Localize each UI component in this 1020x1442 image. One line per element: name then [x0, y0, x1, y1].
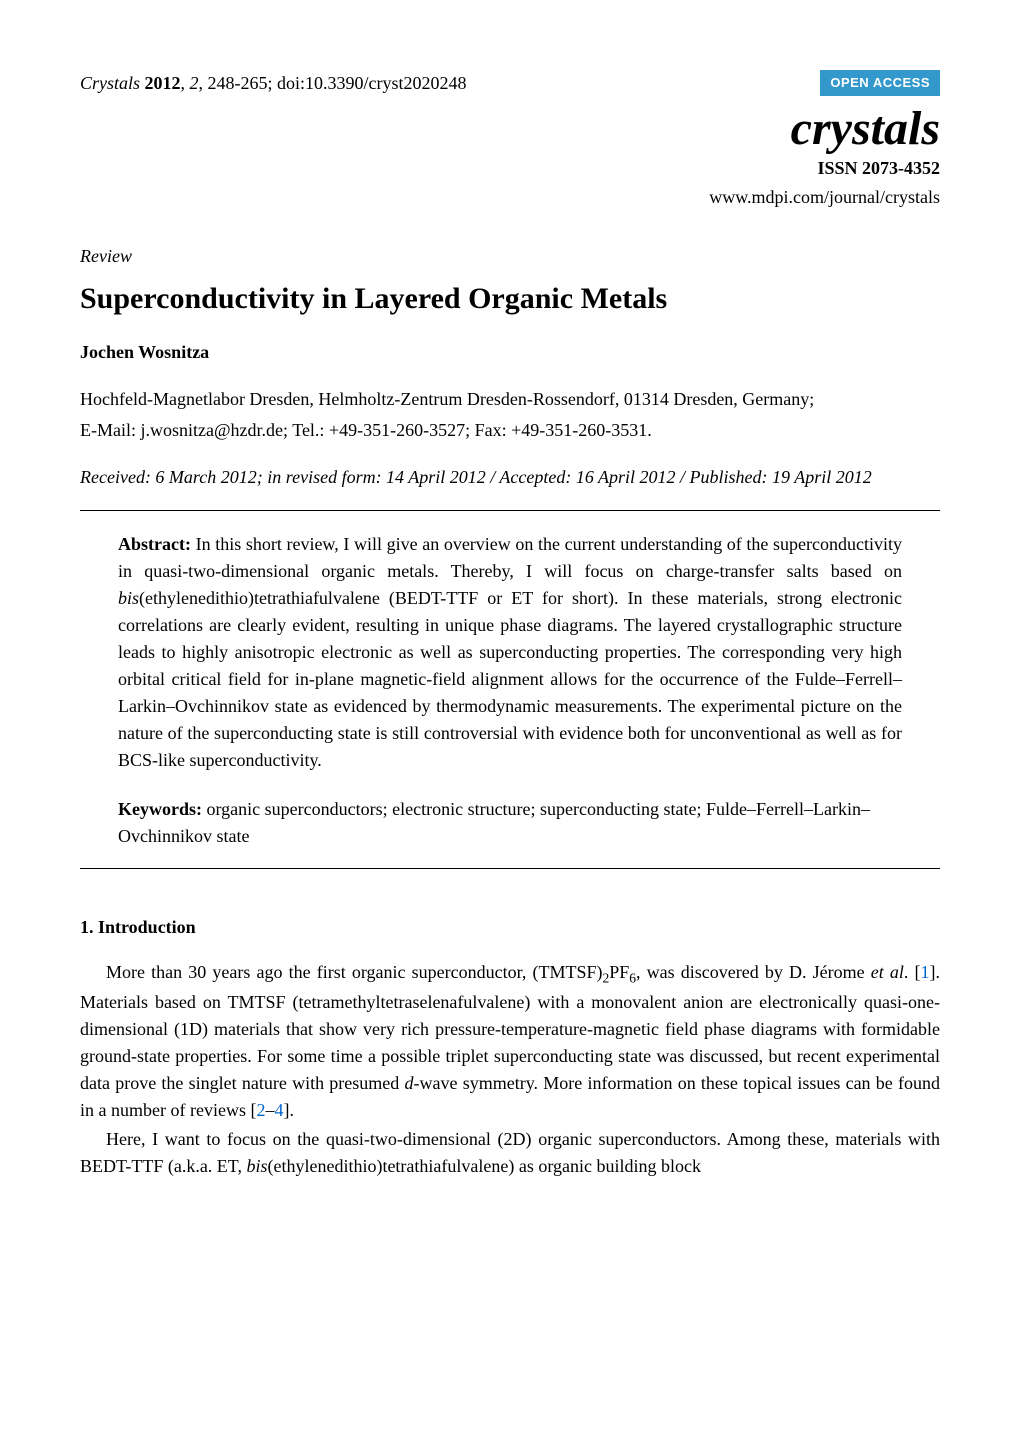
journal-url: www.mdpi.com/journal/crystals	[80, 184, 940, 211]
intro-paragraph-1: More than 30 years ago the first organic…	[80, 959, 940, 1124]
article-title: Superconductivity in Layered Organic Met…	[80, 276, 940, 321]
issn: ISSN 2073-4352	[80, 155, 940, 182]
article-type: Review	[80, 243, 940, 270]
abstract-label: Abstract:	[118, 534, 191, 554]
header-row: Crystals 2012, 2, 248-265; doi:10.3390/c…	[80, 70, 940, 97]
article-dates: Received: 6 March 2012; in revised form:…	[80, 464, 940, 490]
section-1-heading: 1. Introduction	[80, 914, 940, 941]
abstract-block: Abstract: In this short review, I will g…	[80, 531, 940, 774]
citation-year: 2012	[145, 73, 181, 93]
keywords-label: Keywords:	[118, 799, 202, 819]
citation: Crystals 2012, 2, 248-265; doi:10.3390/c…	[80, 70, 467, 97]
citation-pages: 248-265	[208, 73, 268, 93]
affiliation-line-2: E-Mail: j.wosnitza@hzdr.de; Tel.: +49-35…	[80, 417, 940, 444]
open-access-badge: OPEN ACCESS	[820, 70, 940, 96]
rule-bottom	[80, 868, 940, 869]
journal-block: crystals ISSN 2073-4352 www.mdpi.com/jou…	[80, 105, 940, 211]
keywords-block: Keywords: organic superconductors; elect…	[80, 796, 940, 850]
citation-journal: Crystals	[80, 73, 140, 93]
abstract-text: Abstract: In this short review, I will g…	[118, 531, 902, 774]
citation-volume: 2	[190, 73, 199, 93]
intro-paragraph-2: Here, I want to focus on the quasi-two-d…	[80, 1126, 940, 1180]
affiliation-line-1: Hochfeld-Magnetlabor Dresden, Helmholtz-…	[80, 386, 940, 413]
author-name: Jochen Wosnitza	[80, 339, 940, 366]
keywords-text: organic superconductors; electronic stru…	[118, 799, 870, 846]
journal-logo: crystals	[80, 105, 940, 153]
citation-doi: doi:10.3390/cryst2020248	[277, 73, 467, 93]
rule-top	[80, 510, 940, 511]
